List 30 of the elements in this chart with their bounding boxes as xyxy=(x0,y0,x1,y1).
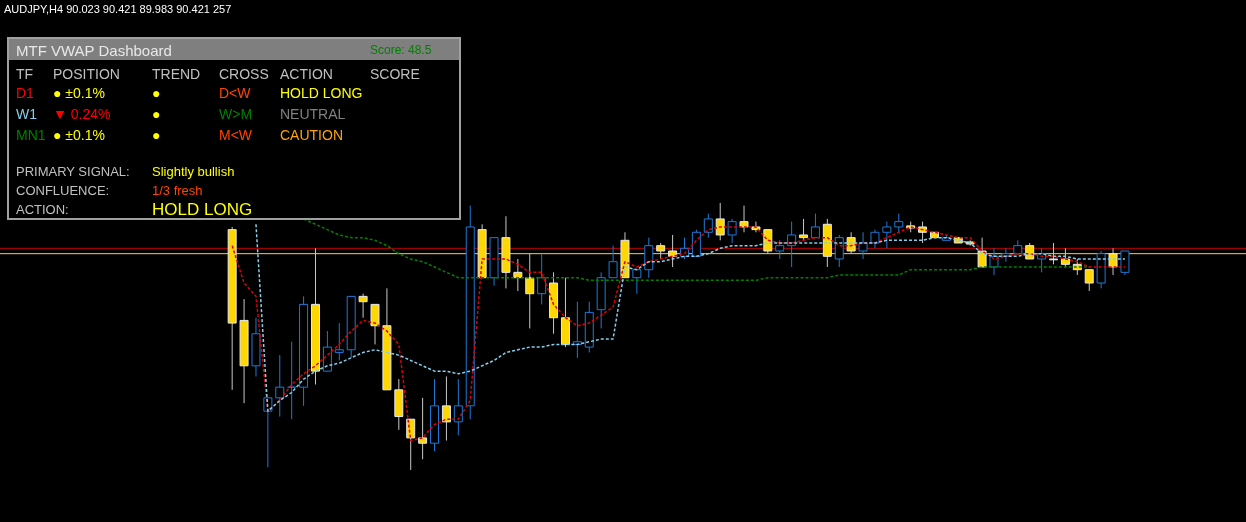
text: ● ±0.1% xyxy=(53,85,105,101)
text: CROSS xyxy=(219,66,269,82)
text: ● xyxy=(152,106,161,122)
text: D<W xyxy=(219,85,252,101)
text: ▼ 0.24% xyxy=(53,106,111,122)
text: Slightly bullish xyxy=(152,164,235,179)
text: ● xyxy=(152,85,161,101)
text: D1 xyxy=(16,85,35,101)
text: TREND xyxy=(152,66,201,82)
text: CAUTION xyxy=(280,127,343,143)
text: W>M xyxy=(219,106,253,122)
text: PRIMARY SIGNAL: xyxy=(16,164,130,179)
text: POSITION xyxy=(53,66,120,82)
text: ● xyxy=(152,127,161,143)
text: MTF VWAP Dashboard xyxy=(16,42,172,59)
text: W1 xyxy=(16,106,38,122)
text: Score: 48.5 xyxy=(370,43,432,57)
text: SCORE xyxy=(370,66,420,82)
text: HOLD LONG xyxy=(280,85,363,101)
text: AUDJPY,H4 90.023 90.421 89.983 90.421 257 xyxy=(4,3,232,15)
text: ● ±0.1% xyxy=(53,127,105,143)
text: M<W xyxy=(219,127,253,143)
text: ACTION: xyxy=(16,202,69,217)
text: ACTION xyxy=(280,66,333,82)
text: MN1 xyxy=(16,127,46,143)
annotation: HOLD LONG xyxy=(152,200,253,219)
text: 1/3 fresh xyxy=(152,183,203,198)
text: TF xyxy=(16,66,34,82)
text: NEUTRAL xyxy=(280,106,346,122)
text: CONFLUENCE: xyxy=(16,183,110,198)
